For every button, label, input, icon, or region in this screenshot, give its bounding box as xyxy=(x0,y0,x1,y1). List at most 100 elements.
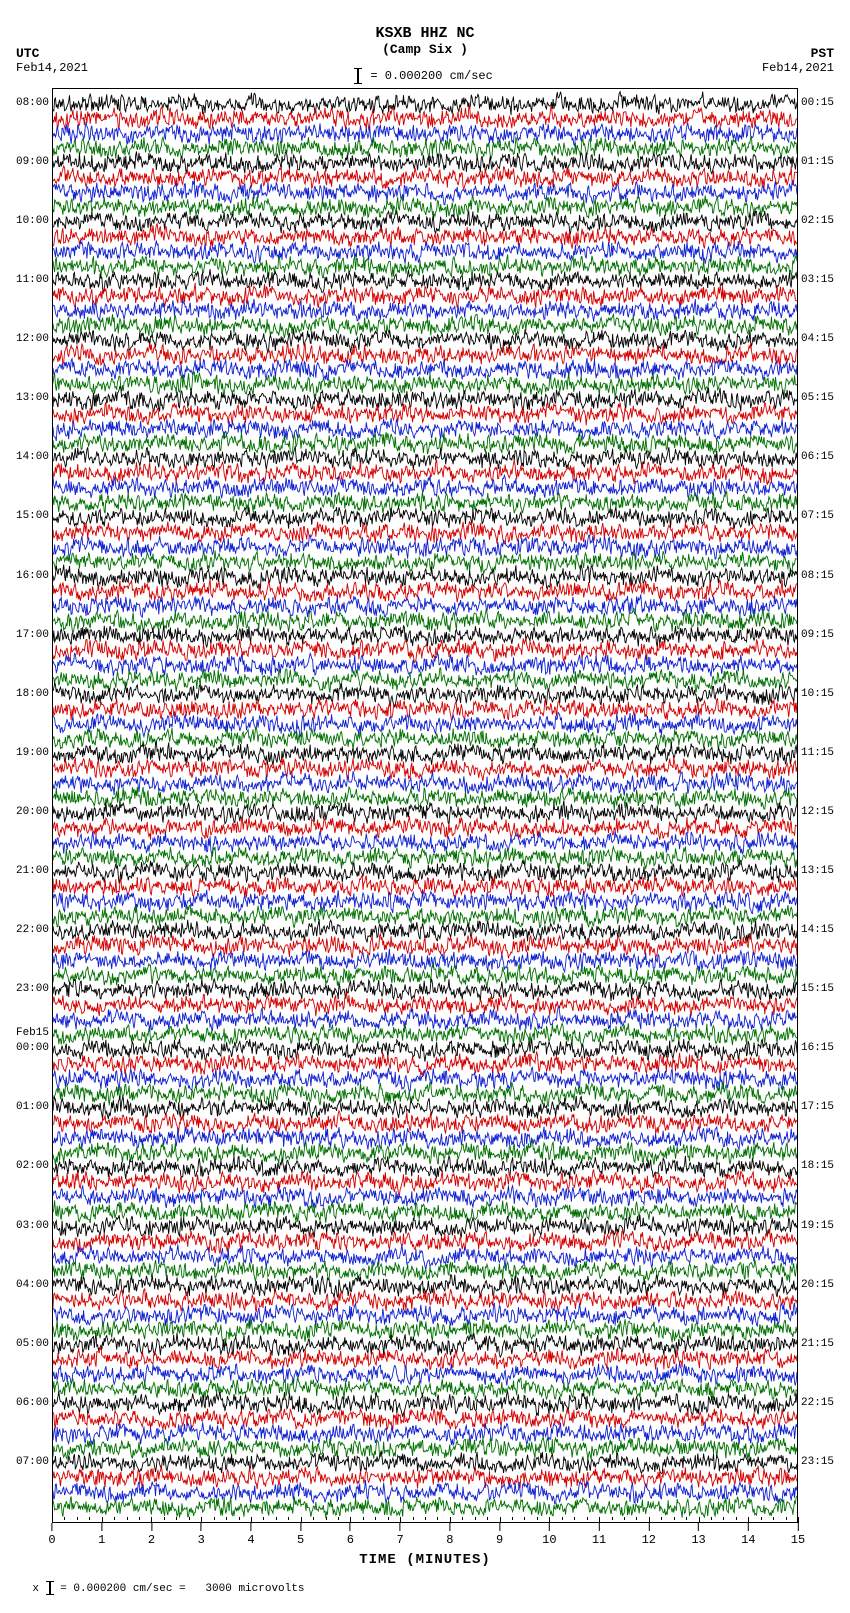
xaxis-minor-tick-icon xyxy=(512,1517,513,1520)
tick-mark-icon xyxy=(599,1523,600,1531)
xaxis-tick-label: 14 xyxy=(741,1533,755,1547)
pst-hour-label: 06:15 xyxy=(797,451,834,463)
utc-hour-label: 00:00 xyxy=(16,1042,53,1054)
xaxis-minor-tick-icon xyxy=(674,1517,675,1520)
tick-mark-icon xyxy=(300,1523,301,1531)
tick-mark-icon xyxy=(201,1523,202,1531)
tick-mark-icon xyxy=(549,1523,550,1531)
xaxis-tick: 0 xyxy=(48,1523,55,1547)
pst-hour-label: 16:15 xyxy=(797,1042,834,1054)
xaxis-minor-tick-icon xyxy=(64,1517,65,1520)
xaxis-minor-tick-icon xyxy=(176,1517,177,1520)
utc-hour-label: 12:00 xyxy=(16,333,53,345)
xaxis-minor-tick-icon xyxy=(189,1517,190,1520)
utc-hour-label: 18:00 xyxy=(16,688,53,700)
xaxis-tick: 1 xyxy=(98,1523,105,1547)
utc-hour-label: 14:00 xyxy=(16,451,53,463)
seismogram-trace xyxy=(53,475,797,499)
helicorder-plot: 08:0000:1509:0001:1510:0002:1511:0003:15… xyxy=(52,88,798,1523)
seismogram-trace xyxy=(53,978,797,1001)
pst-hour-label: 07:15 xyxy=(797,510,834,522)
seismogram-trace xyxy=(53,949,797,972)
xaxis-minor-tick-icon xyxy=(288,1517,289,1520)
footer-bar-icon xyxy=(49,1581,51,1595)
tick-mark-icon xyxy=(449,1523,450,1531)
utc-hour-label: 05:00 xyxy=(16,1338,53,1350)
pst-hour-label: 17:15 xyxy=(797,1101,834,1113)
utc-hour-label: 10:00 xyxy=(16,215,53,227)
seismogram-trace xyxy=(53,402,797,425)
utc-hour-label: 02:00 xyxy=(16,1160,53,1172)
xaxis-minor-tick-icon xyxy=(736,1517,737,1520)
xaxis-minor-tick-icon xyxy=(164,1517,165,1520)
xaxis-minor-tick-icon xyxy=(214,1517,215,1520)
pst-hour-label: 03:15 xyxy=(797,274,834,286)
seismogram-trace xyxy=(53,255,797,279)
seismogram-trace xyxy=(53,1127,797,1150)
utc-hour-label: 09:00 xyxy=(16,156,53,168)
tick-mark-icon xyxy=(101,1523,102,1531)
xaxis-tick-label: 12 xyxy=(642,1533,656,1547)
tick-mark-icon xyxy=(499,1523,500,1531)
pst-hour-label: 09:15 xyxy=(797,629,834,641)
xaxis-minor-tick-icon xyxy=(723,1517,724,1520)
xaxis-tick: 2 xyxy=(148,1523,155,1547)
pst-hour-label: 15:15 xyxy=(797,983,834,995)
pst-hour-label: 21:15 xyxy=(797,1338,834,1350)
seismogram-trace xyxy=(53,846,797,868)
tick-mark-icon xyxy=(151,1523,152,1531)
xaxis-tick-label: 5 xyxy=(297,1533,304,1547)
tick-mark-icon xyxy=(350,1523,351,1531)
tz-left-date: Feb14,2021 xyxy=(16,61,88,75)
seismogram-trace xyxy=(53,211,797,233)
scale-eq: = xyxy=(370,69,384,83)
xaxis-minor-tick-icon xyxy=(661,1517,662,1520)
seismogram-trace xyxy=(53,358,797,380)
seismogram-trace xyxy=(53,137,797,159)
seismogram-trace xyxy=(53,608,797,633)
utc-hour-label: 11:00 xyxy=(16,274,53,286)
seismogram-trace xyxy=(53,1496,797,1518)
pst-hour-label: 05:15 xyxy=(797,392,834,404)
pst-hour-label: 19:15 xyxy=(797,1220,834,1232)
utc-hour-label: 16:00 xyxy=(16,570,53,582)
seismogram-trace xyxy=(53,653,797,676)
seismogram-trace xyxy=(53,1275,797,1298)
xaxis-minor-tick-icon xyxy=(127,1517,128,1520)
seismogram-trace xyxy=(53,122,797,146)
utc-daybreak-label: Feb15 xyxy=(16,1027,53,1039)
xaxis-tick-label: 7 xyxy=(397,1533,404,1547)
xaxis-minor-tick-icon xyxy=(761,1517,762,1520)
tz-right-block: PST Feb14,2021 xyxy=(762,46,834,75)
seismogram-trace xyxy=(53,1215,797,1237)
scale-value: 0.000200 cm/sec xyxy=(385,69,493,83)
xaxis-minor-tick-icon xyxy=(139,1517,140,1520)
seismogram-trace xyxy=(53,1260,797,1283)
seismogram-trace xyxy=(53,1023,797,1047)
xaxis-minor-tick-icon xyxy=(413,1517,414,1520)
xaxis-minor-tick-icon xyxy=(487,1517,488,1520)
utc-hour-label: 22:00 xyxy=(16,924,53,936)
xaxis-minor-tick-icon xyxy=(462,1517,463,1520)
seismogram-trace xyxy=(53,166,797,189)
footer-microvolts: 3000 microvolts xyxy=(192,1583,304,1595)
utc-hour-label: 03:00 xyxy=(16,1220,53,1232)
utc-hour-label: 08:00 xyxy=(16,97,53,109)
seismogram-trace xyxy=(53,151,797,173)
xaxis-minor-tick-icon xyxy=(263,1517,264,1520)
utc-hour-label: 19:00 xyxy=(16,747,53,759)
xaxis-tick-label: 6 xyxy=(347,1533,354,1547)
xaxis-tick: 13 xyxy=(691,1523,705,1547)
utc-hour-label: 06:00 xyxy=(16,1397,53,1409)
helicorder-svg xyxy=(53,89,797,1522)
seismogram-trace xyxy=(53,1333,797,1358)
seismogram-trace xyxy=(53,1319,797,1343)
pst-hour-label: 02:15 xyxy=(797,215,834,227)
seismogram-trace xyxy=(53,1156,797,1179)
seismogram-trace xyxy=(53,1186,797,1209)
xaxis-tick: 10 xyxy=(542,1523,556,1547)
xaxis-minor-tick-icon xyxy=(89,1517,90,1520)
xaxis-minor-tick-icon xyxy=(425,1517,426,1520)
seismogram-trace xyxy=(53,800,797,824)
utc-hour-label: 01:00 xyxy=(16,1101,53,1113)
